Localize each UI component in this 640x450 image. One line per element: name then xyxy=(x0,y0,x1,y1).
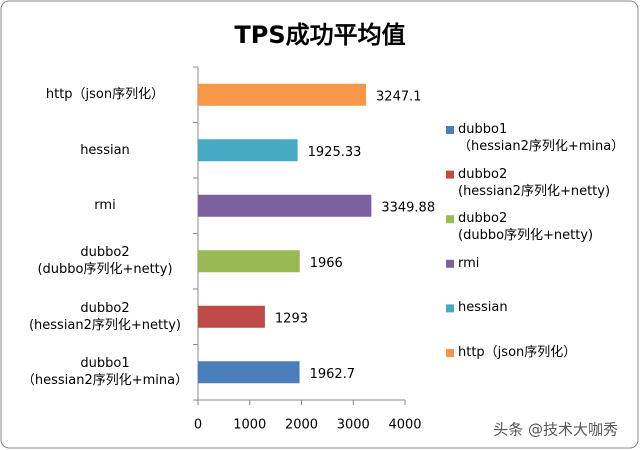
bar xyxy=(198,194,372,217)
legend-swatch xyxy=(446,304,454,313)
legend-label: hessian xyxy=(458,300,508,316)
legend-swatch xyxy=(446,126,454,134)
legend-swatch xyxy=(446,349,454,357)
value-label: 1962.7 xyxy=(310,367,356,382)
bar xyxy=(198,361,300,384)
bar xyxy=(198,83,367,106)
legend-label: dubbo2 (dubbo序列化+netty) xyxy=(458,211,594,244)
value-label: 1925.33 xyxy=(308,145,362,160)
legend-label: dubbo1 （hessian2序列化+mina） xyxy=(458,122,625,154)
bar xyxy=(198,305,265,328)
y-tick-label: dubbo2 (dubbo序列化+netty) xyxy=(37,245,173,278)
chart-title: TPS成功平均值 xyxy=(234,21,405,49)
x-tick-label: 0 xyxy=(194,418,202,433)
legend-label: rmi xyxy=(458,255,480,271)
value-label: 1966 xyxy=(310,256,343,271)
y-tick-label: rmi xyxy=(94,198,116,214)
y-tick-label: dubbo1 （hessian2序列化+mina） xyxy=(21,356,189,389)
y-tick-label: http（json序列化） xyxy=(45,87,165,103)
x-tick-label: 1000 xyxy=(233,418,266,433)
x-tick-label: 3000 xyxy=(337,418,370,433)
bar xyxy=(198,250,300,273)
legend-swatch xyxy=(446,215,454,224)
watermark: 头条 @技术大咖秀 xyxy=(493,421,618,439)
value-label: 3349.88 xyxy=(381,200,435,215)
legend-label: dubbo2 (hessian2序列化+netty) xyxy=(458,166,611,199)
legend-swatch xyxy=(446,259,454,268)
legend-label: http（json序列化） xyxy=(458,345,577,360)
x-tick-label: 2000 xyxy=(285,418,318,433)
value-label: 1293 xyxy=(275,311,308,326)
y-tick-label: dubbo2 (hessian2序列化+netty) xyxy=(28,300,182,333)
value-label: 3247.1 xyxy=(376,89,422,104)
y-tick-label: hessian xyxy=(80,142,130,158)
legend-swatch xyxy=(446,170,454,179)
bar xyxy=(198,139,298,162)
x-tick-label: 4000 xyxy=(388,418,421,433)
